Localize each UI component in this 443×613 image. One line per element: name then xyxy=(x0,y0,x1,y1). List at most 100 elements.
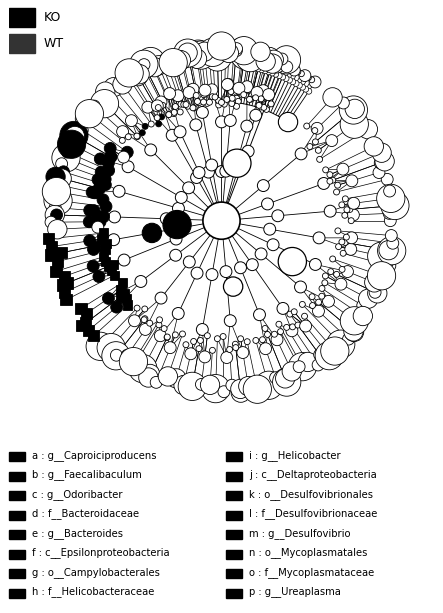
Circle shape xyxy=(255,66,261,72)
Circle shape xyxy=(265,57,271,63)
Circle shape xyxy=(119,137,125,143)
Circle shape xyxy=(335,278,347,290)
Circle shape xyxy=(147,320,153,326)
Circle shape xyxy=(164,334,170,340)
Circle shape xyxy=(75,99,104,128)
Circle shape xyxy=(222,78,234,90)
Text: d : f__Bacteroidaceae: d : f__Bacteroidaceae xyxy=(32,508,139,519)
Circle shape xyxy=(159,114,164,120)
Circle shape xyxy=(216,97,222,104)
Circle shape xyxy=(253,338,259,343)
Circle shape xyxy=(387,237,399,249)
Bar xyxy=(226,588,242,598)
Circle shape xyxy=(44,186,72,215)
Circle shape xyxy=(288,64,300,76)
Bar xyxy=(52,256,63,267)
Circle shape xyxy=(127,352,147,371)
Circle shape xyxy=(226,379,238,391)
Bar xyxy=(76,320,88,332)
Circle shape xyxy=(184,40,212,68)
Circle shape xyxy=(134,133,140,139)
Circle shape xyxy=(253,95,259,101)
Circle shape xyxy=(339,96,368,124)
Circle shape xyxy=(164,341,176,354)
Circle shape xyxy=(259,67,264,73)
Circle shape xyxy=(218,386,230,398)
Text: h : f__Helicobacteraceae: h : f__Helicobacteraceae xyxy=(32,586,154,597)
Circle shape xyxy=(51,209,62,221)
Circle shape xyxy=(242,145,254,157)
Circle shape xyxy=(374,157,386,169)
Circle shape xyxy=(272,368,301,396)
Circle shape xyxy=(242,93,249,98)
Circle shape xyxy=(367,262,396,290)
Text: a : g__Caproiciproducens: a : g__Caproiciproducens xyxy=(32,450,156,461)
Circle shape xyxy=(345,243,357,255)
Circle shape xyxy=(287,311,293,317)
Circle shape xyxy=(239,376,258,396)
Bar xyxy=(91,242,101,251)
Circle shape xyxy=(266,69,272,75)
Circle shape xyxy=(183,86,195,99)
Circle shape xyxy=(328,268,334,275)
Circle shape xyxy=(264,50,284,69)
Circle shape xyxy=(198,338,203,343)
Circle shape xyxy=(263,89,275,101)
Circle shape xyxy=(227,346,233,352)
Circle shape xyxy=(155,121,162,127)
Bar xyxy=(82,325,93,336)
Circle shape xyxy=(229,101,235,107)
Circle shape xyxy=(83,216,95,228)
Bar xyxy=(123,300,132,310)
Circle shape xyxy=(200,375,220,395)
Circle shape xyxy=(344,322,364,341)
Circle shape xyxy=(155,105,161,110)
Circle shape xyxy=(105,151,117,162)
Circle shape xyxy=(202,166,214,178)
Circle shape xyxy=(142,316,148,322)
Circle shape xyxy=(237,336,244,341)
Circle shape xyxy=(326,135,338,147)
Circle shape xyxy=(318,354,329,366)
Circle shape xyxy=(224,96,230,102)
Circle shape xyxy=(276,53,288,65)
Circle shape xyxy=(46,167,65,186)
Circle shape xyxy=(330,256,336,262)
Circle shape xyxy=(125,115,137,127)
Circle shape xyxy=(142,306,148,312)
Circle shape xyxy=(288,352,317,381)
Circle shape xyxy=(212,51,223,63)
Bar xyxy=(97,234,106,243)
Circle shape xyxy=(177,109,183,115)
Circle shape xyxy=(358,120,377,139)
Circle shape xyxy=(264,332,270,337)
Circle shape xyxy=(117,126,128,137)
Circle shape xyxy=(290,78,296,85)
Circle shape xyxy=(250,53,256,59)
Circle shape xyxy=(231,383,250,402)
Bar xyxy=(9,492,25,500)
Circle shape xyxy=(128,66,148,85)
Circle shape xyxy=(385,215,396,227)
Circle shape xyxy=(256,102,262,109)
Circle shape xyxy=(92,173,104,186)
Circle shape xyxy=(199,351,211,363)
Circle shape xyxy=(183,182,194,194)
Circle shape xyxy=(183,256,195,268)
Circle shape xyxy=(228,37,256,66)
Circle shape xyxy=(140,364,159,384)
Circle shape xyxy=(121,349,133,361)
Text: k : o__Desulfovibrionales: k : o__Desulfovibrionales xyxy=(249,489,373,500)
Circle shape xyxy=(202,375,230,403)
Circle shape xyxy=(48,219,67,239)
Circle shape xyxy=(128,315,140,327)
Circle shape xyxy=(196,107,208,118)
Circle shape xyxy=(255,52,266,64)
Circle shape xyxy=(319,286,325,291)
Circle shape xyxy=(140,324,152,335)
Circle shape xyxy=(214,336,220,341)
Bar xyxy=(9,511,25,520)
Circle shape xyxy=(340,250,346,256)
Circle shape xyxy=(342,196,348,202)
Circle shape xyxy=(52,169,71,188)
